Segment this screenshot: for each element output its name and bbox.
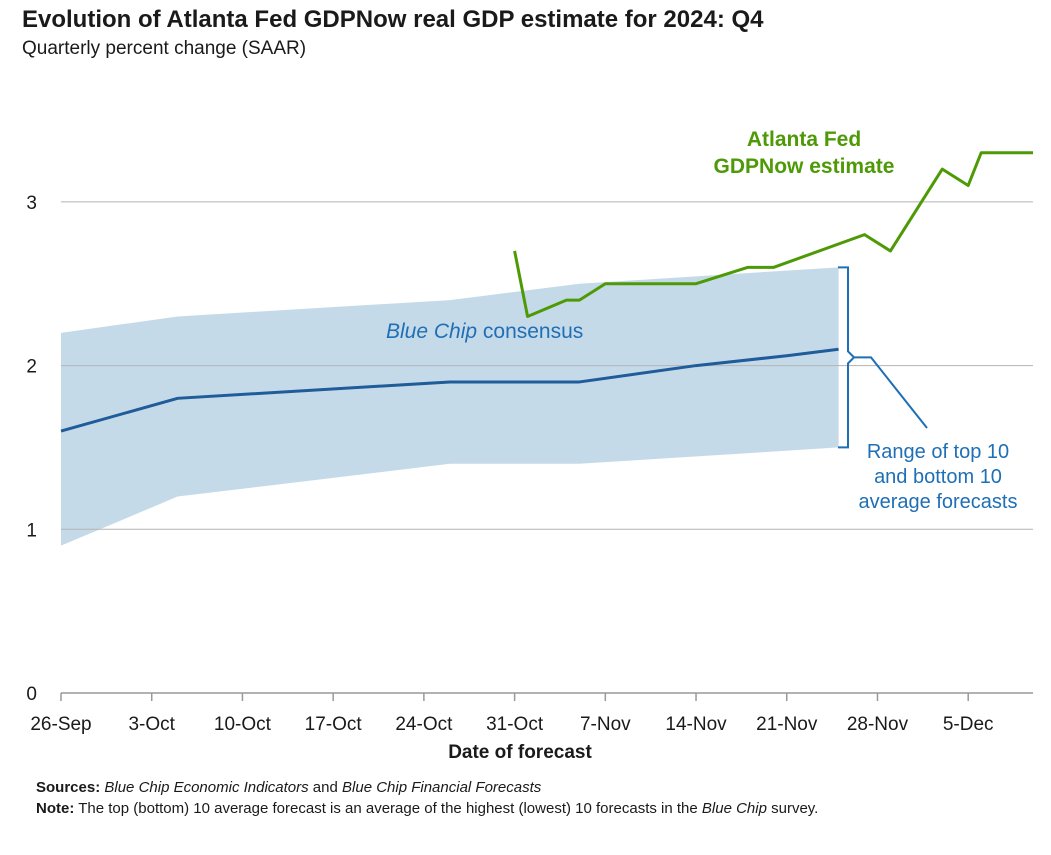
x-tick-label: 7-Nov [580, 714, 631, 735]
sources-label: Sources: [36, 779, 101, 796]
range-label-line1: Range of top 10 [867, 441, 1009, 463]
gdpnow-chart: 0 1 2 3 26-Sep 3-Oct 10-Oct 17-Oct 24-Oct 31-Oct 7… [26, 128, 1033, 763]
range-band [61, 267, 839, 546]
x-axis-title: Date of forecast [448, 742, 592, 763]
gdpnow-label-line2: GDPNow estimate [714, 155, 895, 178]
y-tick-label: 0 [26, 684, 37, 705]
y-tick-label: 1 [26, 520, 37, 541]
sources-line: Sources: Blue Chip Economic Indicators a… [36, 777, 1016, 798]
sources-name-2: Blue Chip Financial Forecasts [342, 779, 542, 796]
note-label: Note: [36, 800, 75, 817]
chart-footer: Sources: Blue Chip Economic Indicators a… [36, 777, 1016, 819]
x-tick-label: 21-Nov [756, 714, 818, 735]
x-tick-label: 28-Nov [847, 714, 909, 735]
sources-mid: and [308, 779, 343, 796]
x-tick-label: 24-Oct [395, 714, 453, 735]
note-line: Note: The top (bottom) 10 average foreca… [36, 798, 1016, 819]
chart-title: Evolution of Atlanta Fed GDPNow real GDP… [22, 6, 764, 33]
note-italic: Blue Chip [701, 800, 767, 817]
x-tick-label: 3-Oct [128, 714, 175, 735]
x-tick-label: 14-Nov [665, 714, 727, 735]
gdpnow-estimate-line [513, 151, 1033, 318]
gdpnow-label-line1: Atlanta Fed [747, 128, 861, 151]
blue-chip-label-italic: Blue Chip [386, 320, 477, 343]
blue-chip-label-rest: consensus [477, 320, 583, 343]
x-tick-label: 5-Dec [943, 714, 994, 735]
x-tick-label: 31-Oct [486, 714, 544, 735]
blue-chip-consensus-line [60, 347, 839, 433]
range-label-line2: and bottom 10 [874, 466, 1002, 488]
x-tick-label: 26-Sep [30, 714, 91, 735]
note-text: The top (bottom) 10 average forecast is … [74, 800, 702, 817]
chart-subtitle: Quarterly percent change (SAAR) [22, 38, 307, 59]
range-bracket [838, 266, 856, 449]
range-label-line3: average forecasts [859, 491, 1018, 513]
x-tick-label: 17-Oct [305, 714, 363, 735]
sources-name-1: Blue Chip Economic Indicators [104, 779, 309, 796]
blue-chip-label: Blue Chip consensus [386, 320, 583, 343]
note-end: survey. [766, 800, 819, 817]
range-leader-line [854, 356, 928, 429]
y-tick-label: 2 [26, 357, 37, 378]
y-tick-label: 3 [26, 193, 37, 214]
x-tick-label: 10-Oct [214, 714, 272, 735]
